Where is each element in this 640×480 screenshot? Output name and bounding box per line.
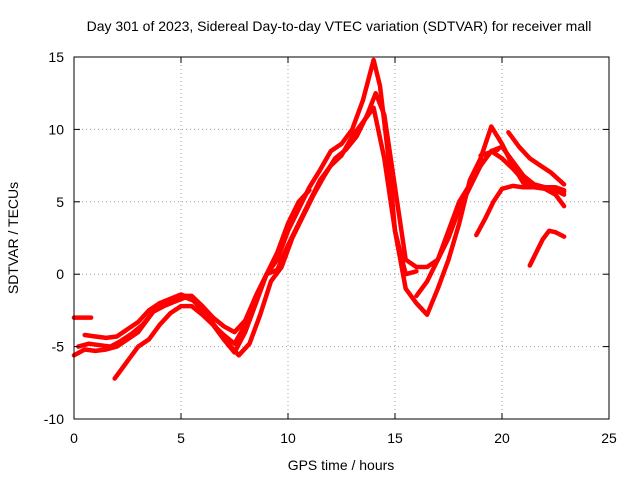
series-line-trace-7 <box>474 183 567 238</box>
grid-layer <box>74 57 609 419</box>
y-tick-label: 15 <box>48 49 64 65</box>
series-line-trace-9 <box>506 130 567 187</box>
x-tick-label: 0 <box>70 430 78 446</box>
series-line-trace-4 <box>82 105 419 341</box>
y-tick-label: 10 <box>48 121 64 137</box>
y-tick-label: 0 <box>56 266 64 282</box>
x-tick-label: 10 <box>280 430 296 446</box>
x-tick-label: 20 <box>494 430 510 446</box>
x-tick-label: 25 <box>601 430 617 446</box>
x-axis-label: GPS time / hours <box>288 457 395 473</box>
x-tick-label: 5 <box>177 430 185 446</box>
series-line-trace-8 <box>478 147 500 158</box>
y-tick-label: -10 <box>44 411 64 427</box>
x-tick-label: 15 <box>387 430 403 446</box>
y-tick-label: -5 <box>52 339 65 355</box>
series-layer <box>71 57 567 381</box>
y-axis-label: SDTVAR / TECUs <box>5 182 21 294</box>
series-line-trace-5 <box>112 187 312 381</box>
plot-frame <box>73 56 610 420</box>
series-line-trace-10 <box>527 228 567 268</box>
tick-layer: 0 5 10 15 20 25 -10 -5 0 5 10 15 <box>44 49 617 446</box>
y-tick-label: 5 <box>56 194 64 210</box>
chart-title: Day 301 of 2023, Sidereal Day-to-day VTE… <box>87 18 592 34</box>
